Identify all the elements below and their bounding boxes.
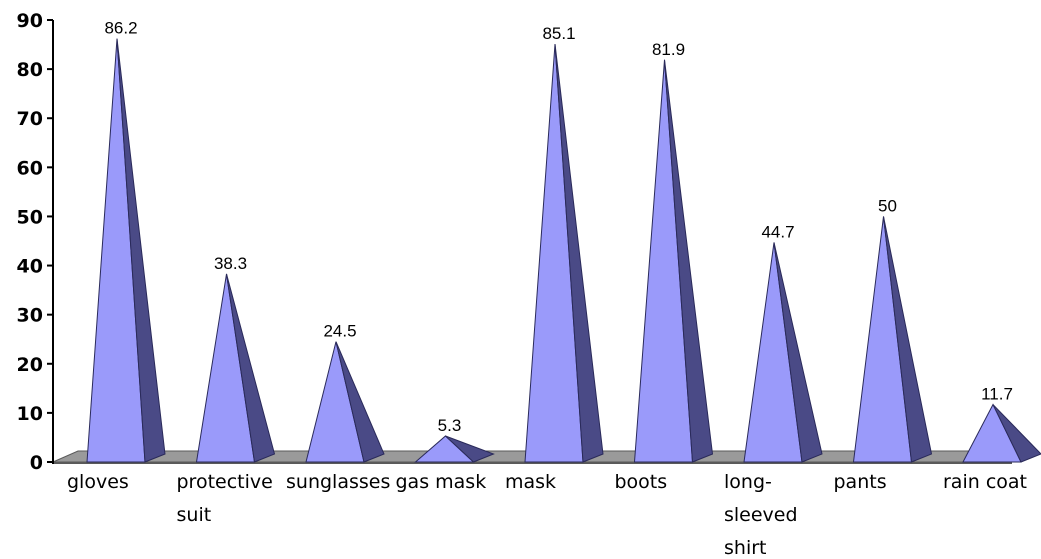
x-category-label: gloves (67, 471, 129, 493)
x-category-label: sunglasses (286, 471, 390, 493)
cone-side (664, 59, 714, 463)
x-category-label: long-sleeved shirt (724, 471, 798, 559)
y-tick-label: 30 (17, 305, 43, 327)
x-category-label: pants (834, 471, 887, 493)
x-category-label: boots (615, 471, 668, 493)
y-tick-label: 20 (17, 354, 43, 376)
cone-side (992, 404, 1041, 463)
x-category-label: protective suit (177, 471, 273, 526)
data-label: 50 (878, 196, 897, 215)
data-label: 85.1 (542, 24, 575, 43)
y-tick-label: 90 (17, 10, 43, 32)
data-label: 38.3 (214, 254, 247, 273)
cone-side (116, 38, 166, 463)
x-category-label: mask (505, 471, 556, 493)
x-category-label: rain coat (943, 471, 1027, 493)
cone-side (554, 44, 604, 463)
data-label: 11.7 (981, 385, 1013, 404)
y-tick-label: 50 (17, 206, 43, 228)
cone-side (445, 435, 495, 463)
y-tick-label: 80 (17, 59, 43, 81)
x-category-label: gas mask (396, 471, 487, 493)
data-label: 5.3 (438, 416, 462, 435)
data-label: 24.5 (323, 322, 356, 341)
y-tick-label: 60 (17, 157, 43, 179)
data-label: 44.7 (761, 222, 794, 241)
y-tick-label: 40 (17, 256, 43, 278)
cone-side (226, 273, 276, 463)
y-tick-label: 10 (17, 403, 43, 425)
cone-side (883, 216, 933, 463)
data-label: 86.2 (104, 19, 137, 38)
data-label: 81.9 (652, 40, 685, 59)
cone-side (335, 341, 385, 463)
cone-side (773, 242, 823, 463)
y-tick-label: 0 (30, 452, 43, 474)
y-tick-label: 70 (17, 108, 43, 130)
